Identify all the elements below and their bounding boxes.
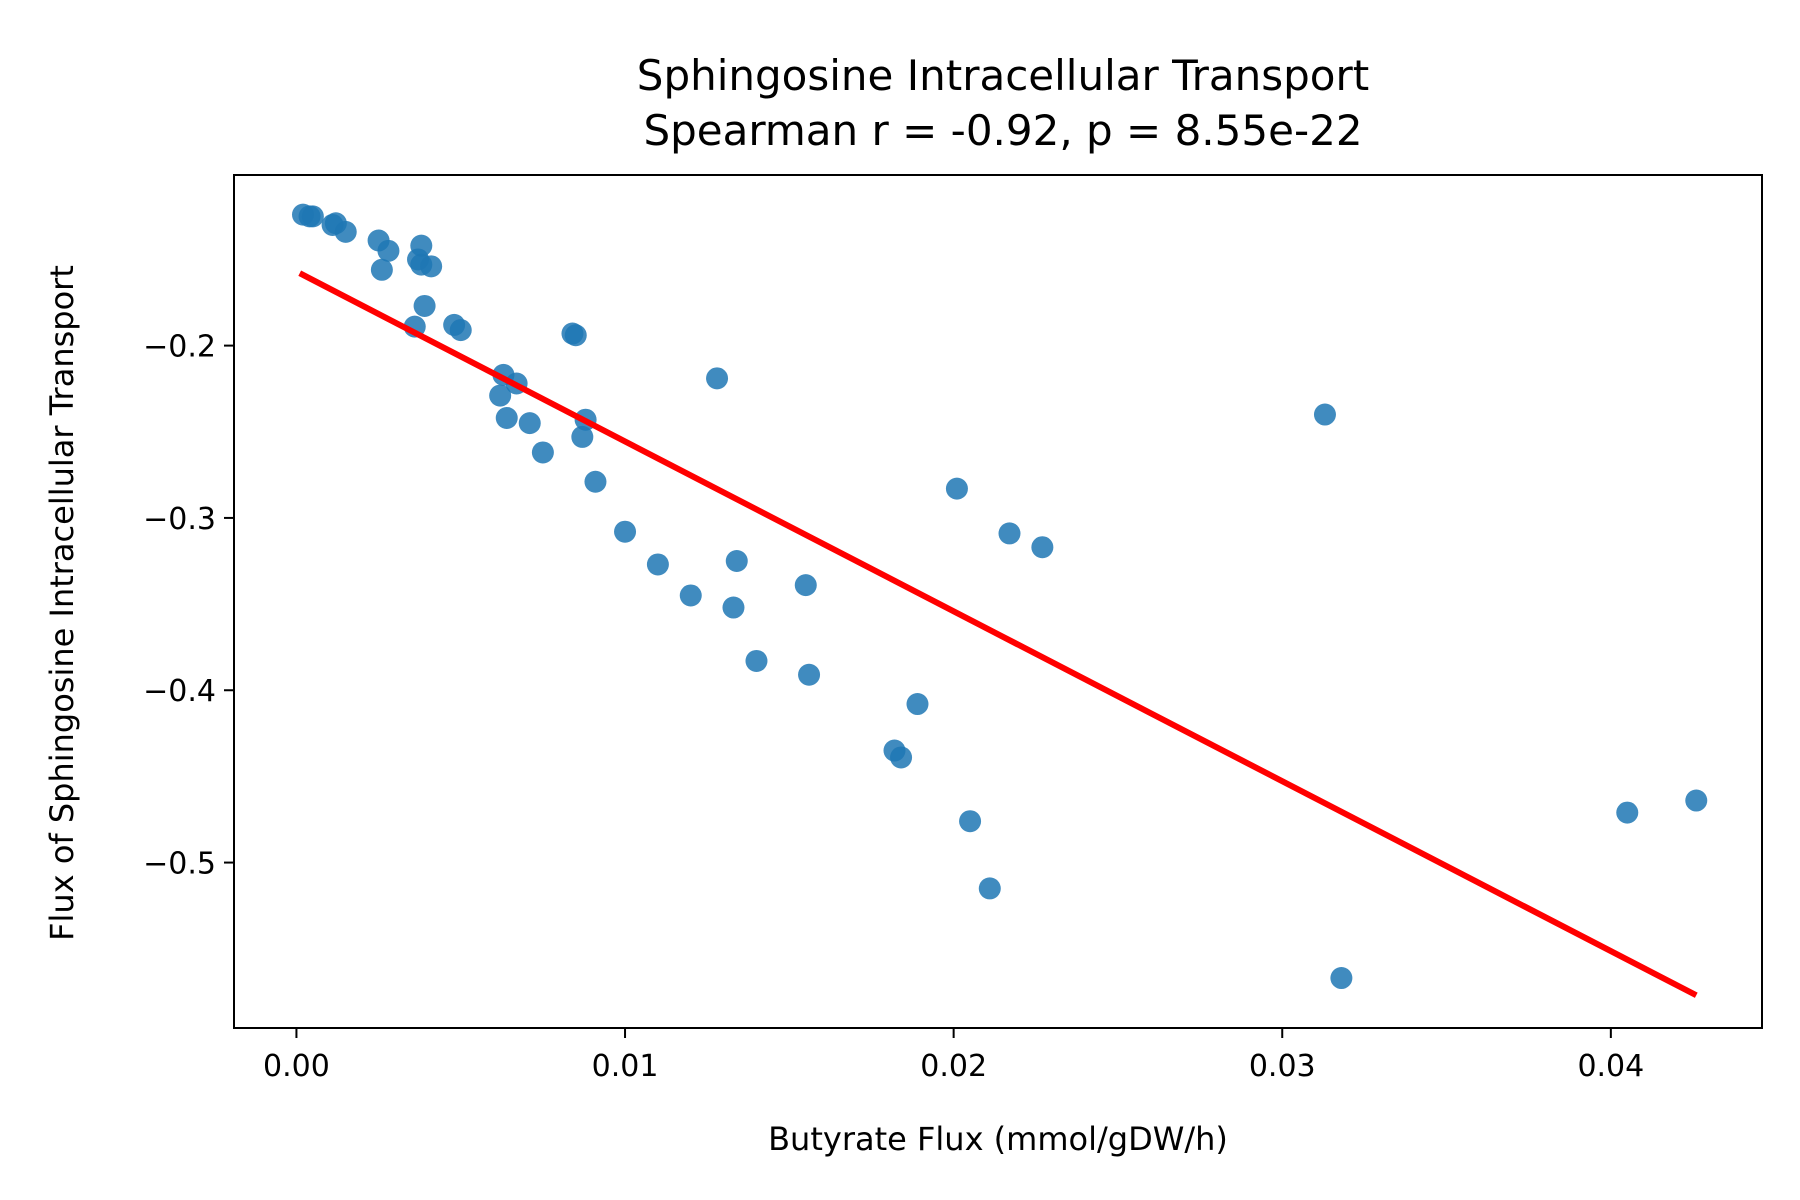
- y-tick-label: −0.3: [143, 502, 216, 537]
- data-point: [614, 520, 637, 543]
- data-point: [998, 522, 1021, 545]
- data-point: [420, 255, 443, 278]
- data-point: [1616, 801, 1639, 824]
- data-point: [1685, 789, 1708, 812]
- y-tick-label: −0.2: [143, 330, 216, 365]
- x-axis-label: Butyrate Flux (mmol/gDW/h): [768, 1120, 1228, 1158]
- y-tick-label: −0.4: [143, 674, 216, 709]
- data-point: [301, 205, 324, 228]
- x-tick-label: 0.01: [592, 1049, 659, 1084]
- data-point: [1330, 967, 1353, 990]
- data-point: [531, 441, 554, 464]
- data-point: [890, 746, 913, 769]
- data-point: [377, 239, 400, 262]
- y-axis-label: Flux of Sphingosine Intracellular Transp…: [43, 265, 81, 941]
- data-point: [334, 220, 357, 243]
- x-tick-label: 0.02: [920, 1049, 987, 1084]
- data-point: [722, 596, 745, 619]
- data-point: [945, 477, 968, 500]
- x-tick-label: 0.04: [1577, 1049, 1644, 1084]
- data-point: [370, 258, 393, 281]
- data-point: [449, 319, 472, 342]
- chart-title: Sphingosine Intracellular Transport: [637, 51, 1369, 100]
- x-tick-label: 0.03: [1249, 1049, 1316, 1084]
- data-point: [413, 294, 436, 317]
- data-point: [725, 550, 748, 573]
- data-point: [706, 367, 729, 390]
- data-point: [906, 693, 929, 716]
- data-point: [798, 663, 821, 686]
- data-point: [646, 553, 669, 576]
- data-point: [571, 425, 594, 448]
- data-point: [959, 810, 982, 833]
- data-point: [1031, 536, 1054, 559]
- data-point: [495, 406, 518, 429]
- y-tick-label: −0.5: [143, 847, 216, 882]
- data-point: [1313, 403, 1336, 426]
- regression-line: [298, 270, 1698, 998]
- y-axis: −0.2 −0.3 −0.4 −0.5: [143, 330, 234, 882]
- data-point: [564, 324, 587, 347]
- data-point: [978, 877, 1001, 900]
- data-point: [745, 649, 768, 672]
- data-point: [518, 412, 541, 435]
- x-tick-label: 0.00: [263, 1049, 330, 1084]
- data-point: [679, 584, 702, 607]
- data-point: [489, 384, 512, 407]
- data-point: [794, 574, 817, 597]
- axes-frame: [233, 174, 1763, 1029]
- x-axis: 0.00 0.01 0.02 0.03 0.04: [263, 1028, 1644, 1084]
- data-point: [584, 470, 607, 493]
- plot-area: [292, 203, 1708, 998]
- chart-subtitle: Spearman r = -0.92, p = 8.55e-22: [643, 106, 1362, 155]
